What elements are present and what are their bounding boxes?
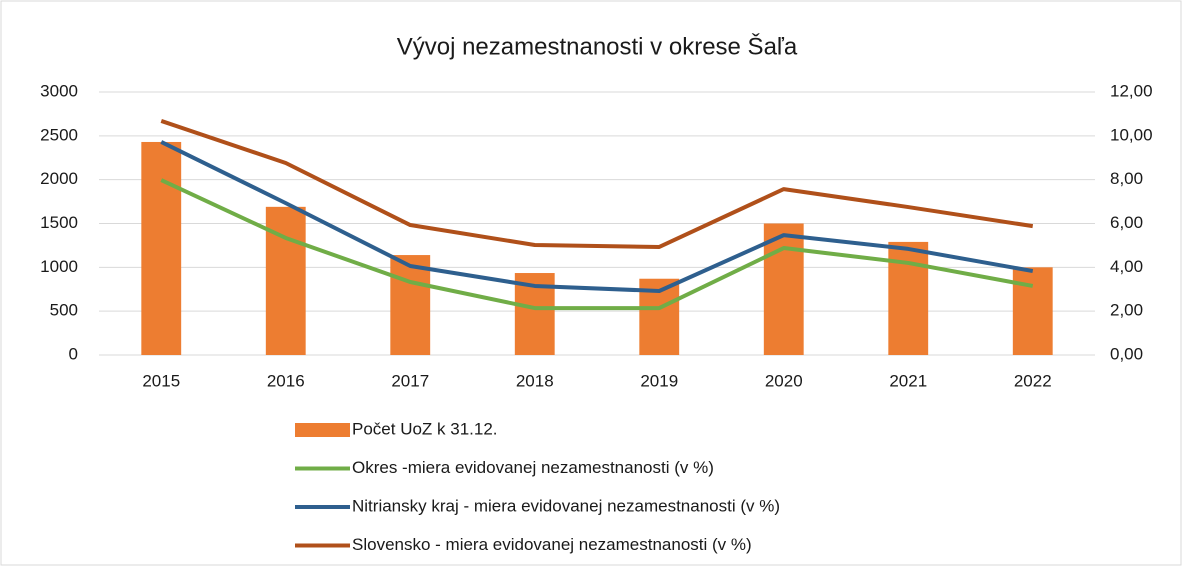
y-tick-label: 1000 [40, 257, 78, 276]
y2-tick-label: 6,00 [1110, 213, 1143, 232]
bar [1012, 267, 1053, 355]
bar [141, 141, 182, 355]
legend-swatch [295, 423, 350, 437]
y-tick-label: 500 [50, 301, 78, 320]
y-tick-label: 1500 [40, 213, 78, 232]
bar [888, 241, 929, 355]
y2-tick-label: 8,00 [1110, 169, 1143, 188]
bar [763, 223, 804, 355]
line [160, 119, 1034, 249]
legend-label: Počet UoZ k 31.12. [352, 419, 498, 438]
x-tick-label: 2021 [889, 371, 927, 390]
y2-tick-label: 2,00 [1110, 301, 1143, 320]
y2-tick-label: 10,00 [1110, 125, 1153, 144]
x-tick-label: 2019 [640, 371, 678, 390]
bar [265, 206, 306, 355]
x-tick-label: 2020 [765, 371, 803, 390]
x-tick-label: 2018 [516, 371, 554, 390]
bar [390, 255, 431, 355]
line [160, 140, 1034, 294]
y2-tick-label: 4,00 [1110, 257, 1143, 276]
legend-label: Slovensko - miera evidovanej nezamestnan… [352, 535, 752, 554]
x-tick-label: 2016 [267, 371, 305, 390]
line [160, 178, 1034, 311]
y-tick-label: 3000 [40, 81, 78, 100]
y-tick-label: 0 [69, 344, 78, 363]
y2-tick-label: 12,00 [1110, 81, 1153, 100]
legend-label: Nitriansky kraj - miera evidovanej nezam… [352, 496, 780, 515]
y2-tick-label: 0,00 [1110, 344, 1143, 363]
x-tick-label: 2017 [391, 371, 429, 390]
chart-title: Vývoj nezamestnanosti v okrese Šaľa [397, 32, 798, 60]
y-tick-label: 2500 [40, 125, 78, 144]
y-tick-label: 2000 [40, 169, 78, 188]
legend-label: Okres -miera evidovanej nezamestnanosti … [352, 458, 714, 477]
x-tick-label: 2022 [1014, 371, 1052, 390]
x-tick-label: 2015 [142, 371, 180, 390]
